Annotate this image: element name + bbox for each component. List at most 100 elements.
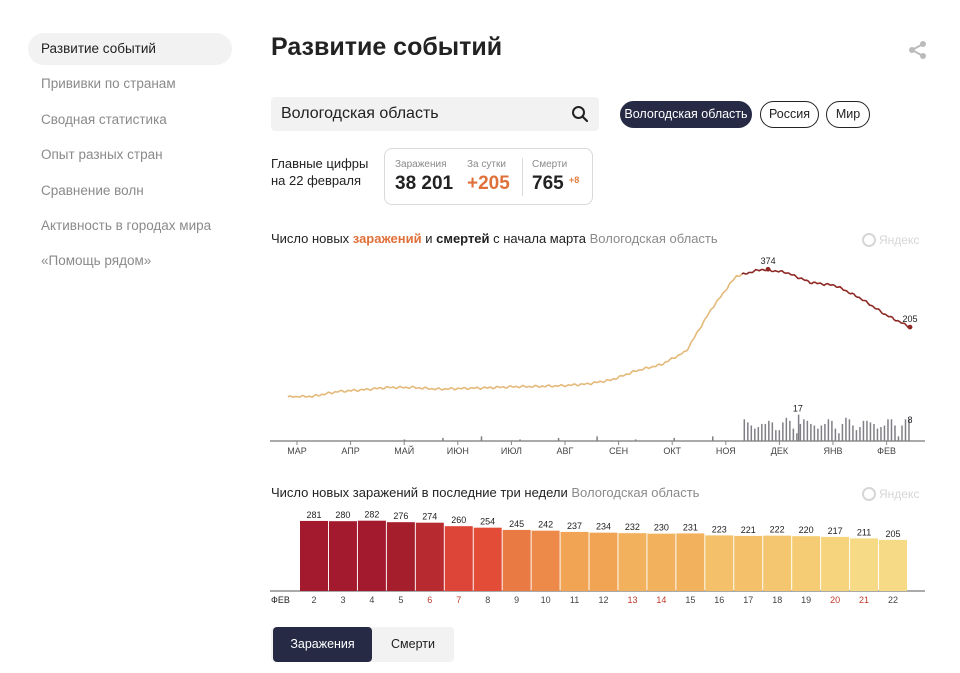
region-pill-world[interactable]: Мир <box>826 101 870 128</box>
deaths-bar <box>904 419 907 441</box>
tab-deaths[interactable]: Смерти <box>391 637 435 651</box>
key-figures-label: Главные цифры на 22 февраля <box>271 155 368 189</box>
chart2-value-label: 274 <box>422 512 437 522</box>
chart2-day-label: 17 <box>743 595 753 605</box>
chart2-caption-text: Число новых заражений в последние три не… <box>271 485 568 500</box>
deaths-bar <box>771 422 774 441</box>
deaths-bar <box>785 417 788 441</box>
deaths-peak-label: 17 <box>793 404 803 414</box>
daily-label: За сутки <box>467 159 506 170</box>
deaths-value: 765 <box>532 173 564 194</box>
chart2-day-label: 7 <box>456 595 461 605</box>
deaths-bar <box>834 428 837 441</box>
deaths-bar <box>634 439 637 441</box>
chart2-value-label: 232 <box>625 522 640 532</box>
yandex-logo-icon <box>862 233 876 247</box>
deaths-bar <box>743 419 746 441</box>
chart2-value-label: 282 <box>364 510 379 520</box>
chart2-day-label: 14 <box>656 595 666 605</box>
deaths-bar <box>883 425 886 441</box>
sidebar-item-countries[interactable]: Опыт разных стран <box>41 147 163 163</box>
chart2-value-label: 217 <box>828 526 843 536</box>
page-title: Развитие событий <box>271 33 503 61</box>
chart1-caption-part3: с начала марта <box>489 231 586 246</box>
infections-label: Заражения <box>395 159 447 170</box>
yandex-watermark-text: Яндекс <box>879 233 920 247</box>
chart2-value-label: 237 <box>567 521 582 531</box>
chart2-value-label: 221 <box>741 525 756 535</box>
chart2-bar <box>647 533 676 591</box>
region-pill-vologda[interactable]: Вологодская область <box>620 101 752 128</box>
deaths-bar <box>768 420 770 441</box>
deaths-bar <box>757 427 760 441</box>
daily-value: +205 <box>467 173 510 194</box>
sidebar-item-events[interactable]: Развитие событий <box>28 33 232 65</box>
key-figures-title: Главные цифры <box>271 156 369 171</box>
deaths-bar <box>754 428 756 441</box>
chart2-day-label: 20 <box>830 595 840 605</box>
tab-infections[interactable]: Заражения <box>273 627 372 662</box>
chart2-day-label: 5 <box>398 595 403 605</box>
deaths-bar <box>897 436 900 441</box>
deaths-bar <box>908 419 910 441</box>
deaths-bar <box>764 423 767 441</box>
deaths-delta: +8 <box>569 175 580 185</box>
deaths-bar <box>806 420 809 441</box>
region-pill-russia[interactable]: Россия <box>760 101 819 128</box>
sidebar-item-vaccinations[interactable]: Прививки по странам <box>41 76 176 92</box>
chart2-month-label: ФЕВ <box>271 595 290 605</box>
chart1-month-label: ДЕК <box>771 446 789 456</box>
deaths-bar <box>810 423 812 441</box>
yandex-watermark-2: Яндекс <box>862 487 919 501</box>
region-search <box>271 97 599 131</box>
chart1-month-label: МАР <box>287 446 307 456</box>
sidebar-item-summary[interactable]: Сводная статистика <box>41 111 167 127</box>
chart2-bar <box>705 535 734 591</box>
chart2-bar <box>328 521 357 591</box>
deaths-bar <box>890 419 893 441</box>
deaths-bar <box>866 420 868 441</box>
deaths-bar <box>775 430 777 441</box>
chart2-bar <box>734 535 763 591</box>
deaths-bar <box>901 425 903 441</box>
chart2-bar <box>473 527 502 591</box>
yandex-logo-icon <box>862 487 876 501</box>
deaths-bar <box>673 437 675 441</box>
sidebar-item-cities[interactable]: Активность в городах мира <box>41 217 212 233</box>
deaths-bar <box>480 436 483 441</box>
chart2-value-label: 211 <box>857 527 871 537</box>
infections-peak-label: 374 <box>761 256 776 266</box>
chart1-month-label: АВГ <box>557 446 574 456</box>
deaths-bar <box>827 419 830 441</box>
stats-box: Заражения 38 201 За сутки +205 Смерти 76… <box>384 148 593 205</box>
chart2-day-label: 11 <box>570 595 579 605</box>
region-search-input[interactable] <box>271 97 561 131</box>
chart2-value-label: 260 <box>451 515 466 525</box>
deaths-bar <box>817 428 819 441</box>
chart2-day-label: 12 <box>598 595 608 605</box>
chart1-caption-infections: заражений <box>352 231 422 246</box>
deaths-bar <box>873 423 875 441</box>
infections-deaths-chart: МАР АПР МАЙ ИЮН ИЮЛ АВГ СЕН ОКТ НОЯ ДЕК ЯНВ ФЕВ 374 2… <box>270 256 925 456</box>
key-figures-date: на 22 февраля <box>271 173 362 188</box>
infections-line-late <box>741 268 911 329</box>
chart2-bar <box>618 533 647 591</box>
chart1-caption-deaths: смертей <box>436 231 490 246</box>
deaths-bar <box>862 420 865 441</box>
deaths-bar <box>820 425 823 441</box>
deaths-label: Смерти <box>532 159 568 170</box>
chart2-value-label: 281 <box>306 510 321 520</box>
deaths-bar <box>519 439 521 441</box>
chart2-bar <box>415 522 444 591</box>
chart2-bar <box>444 526 473 591</box>
share-icon[interactable] <box>906 38 930 62</box>
chart2-value-label: 234 <box>596 522 611 532</box>
chart2-caption: Число новых заражений в последние три не… <box>271 485 699 500</box>
metric-tabs: Заражения Смерти <box>271 627 454 662</box>
sidebar-item-waves[interactable]: Сравнение волн <box>41 182 144 198</box>
search-icon[interactable] <box>571 105 589 123</box>
yandex-watermark: Яндекс <box>862 233 919 247</box>
chart2-bar <box>850 538 879 591</box>
deaths-bar <box>841 423 844 441</box>
sidebar-item-help[interactable]: «Помощь рядом» <box>41 253 152 269</box>
